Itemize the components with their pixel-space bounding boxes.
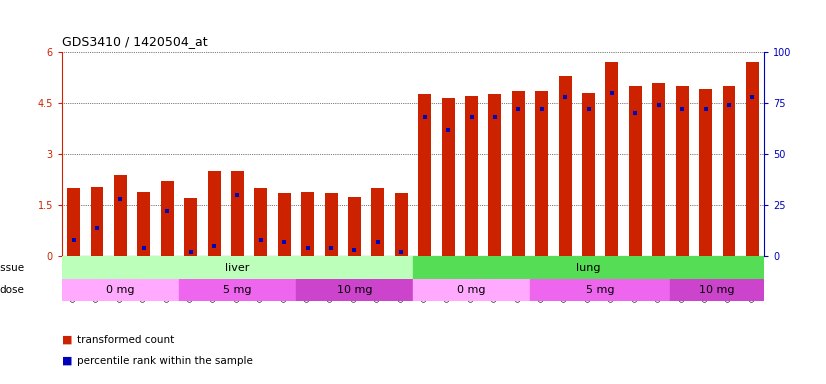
Bar	[558, 76, 572, 257]
Text: ■: ■	[62, 356, 73, 366]
Bar	[746, 62, 759, 257]
Bar	[512, 91, 525, 257]
Text: liver: liver	[225, 263, 249, 273]
Bar	[114, 175, 127, 257]
Bar	[530, 279, 671, 301]
Bar	[418, 94, 431, 257]
Bar	[723, 86, 735, 257]
Bar	[348, 197, 361, 257]
Bar	[278, 194, 291, 257]
Bar	[465, 96, 478, 257]
Bar	[395, 194, 408, 257]
Text: GDS3410 / 1420504_at: GDS3410 / 1420504_at	[62, 35, 207, 48]
Bar	[254, 188, 268, 257]
Bar	[179, 279, 296, 301]
Text: tissue: tissue	[0, 263, 25, 273]
Text: 10 mg: 10 mg	[337, 285, 373, 295]
Bar	[442, 98, 454, 257]
Text: 10 mg: 10 mg	[700, 285, 735, 295]
Text: 0 mg: 0 mg	[458, 285, 486, 295]
Text: 5 mg: 5 mg	[586, 285, 615, 295]
Bar	[699, 89, 712, 257]
Bar	[413, 257, 764, 279]
Bar	[184, 199, 197, 257]
Bar	[372, 188, 384, 257]
Bar	[653, 83, 665, 257]
Bar	[231, 171, 244, 257]
Text: transformed count: transformed count	[77, 335, 174, 345]
Text: 5 mg: 5 mg	[223, 285, 252, 295]
Bar	[67, 188, 80, 257]
Bar	[629, 86, 642, 257]
Bar	[301, 192, 314, 257]
Bar	[91, 187, 103, 257]
Bar	[535, 91, 548, 257]
Bar	[605, 62, 619, 257]
Bar	[137, 192, 150, 257]
Bar	[161, 181, 173, 257]
Bar	[62, 279, 179, 301]
Bar	[671, 279, 764, 301]
Bar	[325, 194, 338, 257]
Bar	[413, 279, 530, 301]
Bar	[582, 93, 595, 257]
Text: lung: lung	[577, 263, 601, 273]
Text: percentile rank within the sample: percentile rank within the sample	[77, 356, 253, 366]
Bar	[488, 94, 501, 257]
Text: 0 mg: 0 mg	[107, 285, 135, 295]
Text: dose: dose	[0, 285, 25, 295]
Text: ■: ■	[62, 335, 73, 345]
Bar	[207, 171, 221, 257]
Bar	[676, 86, 689, 257]
Bar	[62, 257, 413, 279]
Bar	[296, 279, 413, 301]
